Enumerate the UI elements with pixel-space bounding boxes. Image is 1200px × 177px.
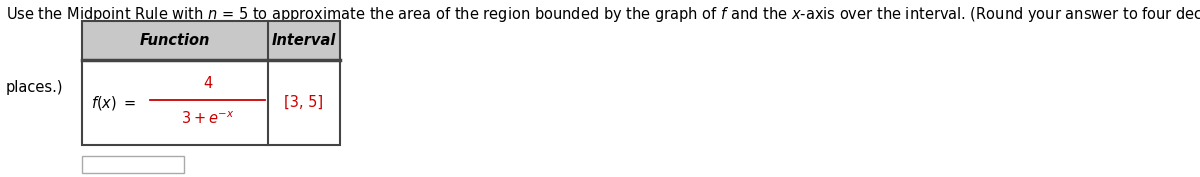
Text: $3 + e^{-x}$: $3 + e^{-x}$ (181, 110, 234, 127)
Text: Function: Function (139, 33, 210, 48)
Text: Interval: Interval (271, 33, 336, 48)
Bar (82, 21, 340, 60)
Bar (82, 156, 184, 173)
Bar (82, 21, 340, 145)
Text: 4: 4 (203, 76, 212, 91)
Text: $f(x)\ =$: $f(x)\ =$ (91, 94, 137, 112)
Text: places.): places.) (6, 80, 64, 95)
Text: Use the Midpoint Rule with $n$ = 5 to approximate the area of the region bounded: Use the Midpoint Rule with $n$ = 5 to ap… (6, 5, 1200, 24)
Bar (82, 60, 340, 145)
Text: [3, 5]: [3, 5] (284, 95, 323, 110)
